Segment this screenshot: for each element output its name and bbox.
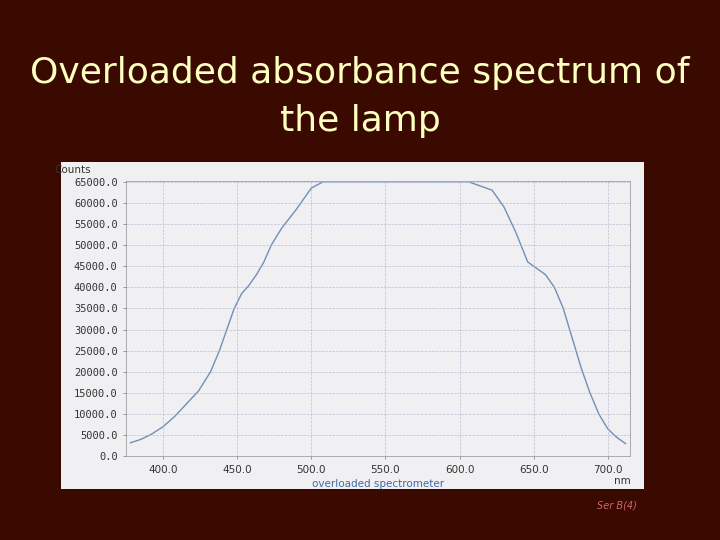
- Text: the lamp: the lamp: [279, 105, 441, 138]
- X-axis label: overloaded spectrometer: overloaded spectrometer: [312, 479, 444, 489]
- Text: Ser B(4): Ser B(4): [598, 500, 637, 510]
- Text: Overloaded absorbance spectrum of: Overloaded absorbance spectrum of: [30, 56, 690, 90]
- Text: Counts: Counts: [55, 165, 91, 176]
- Text: nm: nm: [614, 476, 631, 487]
